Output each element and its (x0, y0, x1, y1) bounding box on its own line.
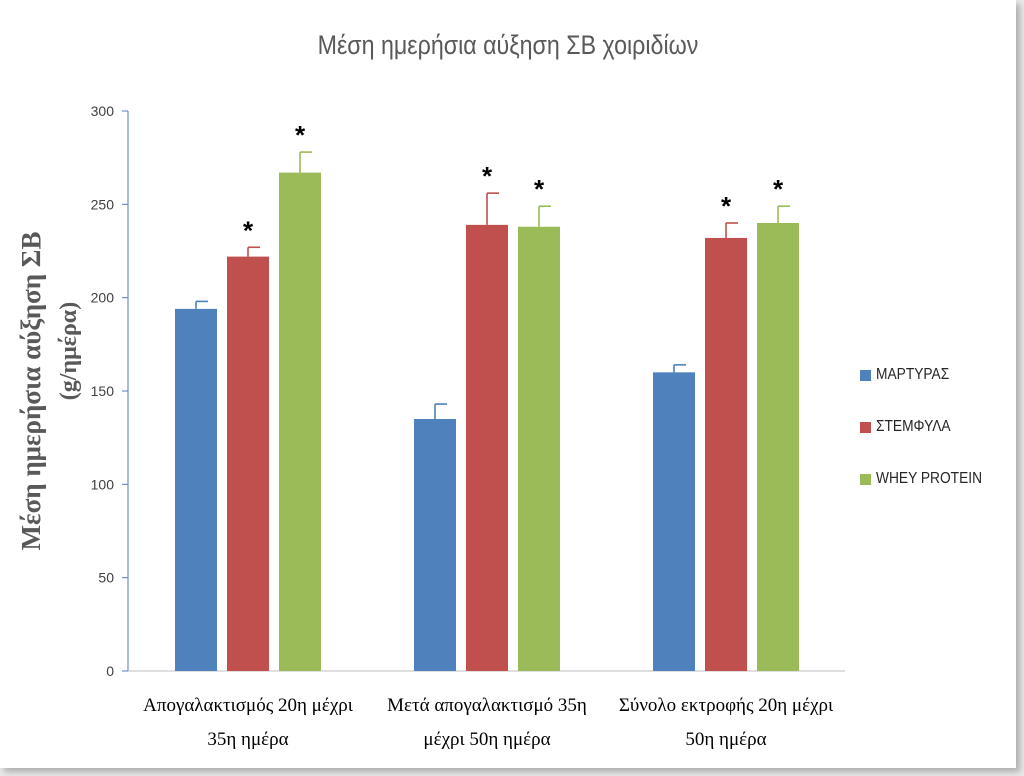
legend-label: ΜΑΡΤΥΡΑΣ (876, 366, 950, 383)
bar (705, 237, 747, 671)
significance-marker: * (243, 215, 254, 245)
bar (653, 372, 695, 671)
bar (227, 256, 269, 671)
x-tick-label: Μετά απογαλακτισμό 35η (387, 695, 587, 716)
bar (518, 226, 560, 671)
significance-marker: * (295, 120, 306, 150)
significance-marker: * (773, 174, 784, 204)
bar (175, 308, 217, 671)
y-tick-label: 0 (106, 663, 114, 679)
y-tick-label: 100 (91, 476, 115, 492)
significance-marker: * (482, 161, 493, 191)
x-tick-label: 50η ημέρα (685, 729, 766, 750)
x-tick-label: Απογαλακτισμός 20η μέχρι (143, 695, 354, 716)
legend-label: ΣΤΕΜΦΥΛΑ (876, 418, 951, 435)
y-tick-label: 150 (91, 383, 115, 399)
legend-label: WHEY PROTEIN (876, 470, 983, 487)
significance-marker: * (534, 174, 545, 204)
bar (757, 223, 799, 671)
x-tick-label: Σύνολο εκτροφής 20η μέχρι (619, 695, 834, 716)
y-axis-label-unit: (g/ημέρα) (56, 302, 82, 400)
y-tick-label: 300 (91, 103, 115, 119)
legend-swatch (860, 370, 871, 381)
legend-swatch (860, 474, 871, 485)
y-axis-label: Μέση ημερήσια αύξηση ΣΒ (16, 232, 46, 551)
x-tick-label: 35η ημέρα (207, 729, 288, 750)
bar (414, 419, 456, 671)
y-tick-label: 250 (91, 196, 115, 212)
x-tick-label: μέχρι 50η ημέρα (423, 729, 550, 750)
y-tick-label: 200 (91, 290, 115, 306)
bar (279, 172, 321, 671)
legend-swatch (860, 422, 871, 433)
significance-marker: * (721, 191, 732, 221)
bar (466, 224, 508, 671)
y-tick-label: 50 (98, 570, 114, 586)
chart-title: Μέση ημερήσια αύξηση ΣΒ χοιριδίων (317, 30, 699, 60)
